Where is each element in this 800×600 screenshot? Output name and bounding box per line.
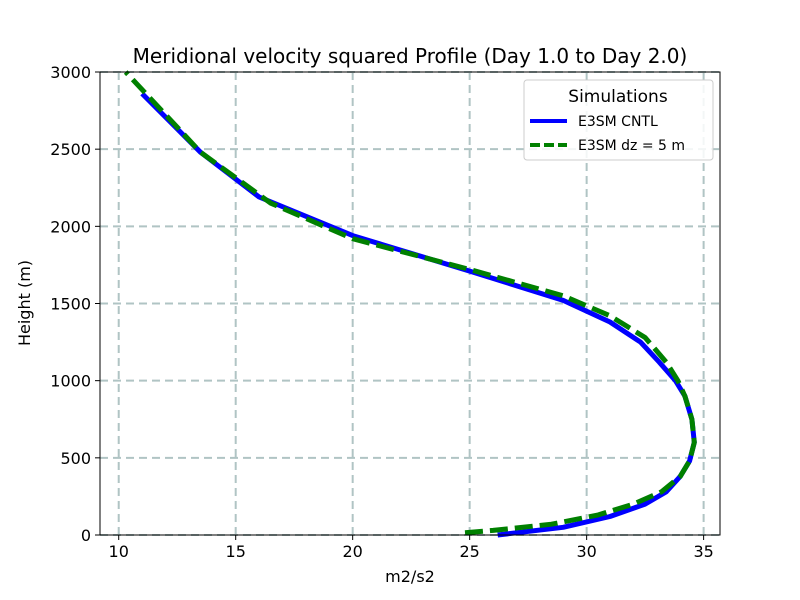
axis-ticks: 10 15 20 25 30 35 0 500 1000 1500 2000 2500 3000 [50,63,714,561]
x-tick-label: 15 [226,542,246,561]
x-tick-label: 25 [459,542,479,561]
y-tick-label: 2000 [50,217,91,236]
legend: Simulations E3SM CNTL E3SM dz = 5 m [523,79,714,161]
chart-title: Meridional velocity squared Profile (Day… [133,44,688,68]
series-line-e3sm-cntl [140,91,697,538]
legend-label-e3sm-dz5: E3SM dz = 5 m [578,138,685,154]
y-tick-label: 1000 [50,372,91,391]
x-tick-label: 10 [109,542,129,561]
y-tick-label: 2500 [50,140,91,159]
y-axis-label: Height (m) [15,260,34,346]
x-axis-label: m2/s2 [385,567,435,586]
y-tick-label: 3000 [50,63,91,82]
series-line-e3sm-dz5 [123,70,697,536]
x-tick-label: 20 [342,542,362,561]
y-tick-label: 0 [81,526,91,545]
x-tick-label: 30 [576,542,596,561]
legend-box [523,79,714,161]
series-layer [123,70,697,538]
y-tick-label: 1500 [50,295,91,314]
legend-label-e3sm-cntl: E3SM CNTL [578,114,658,130]
x-tick-label: 35 [693,542,713,561]
y-tick-label: 500 [60,449,91,468]
legend-title: Simulations [568,87,668,107]
